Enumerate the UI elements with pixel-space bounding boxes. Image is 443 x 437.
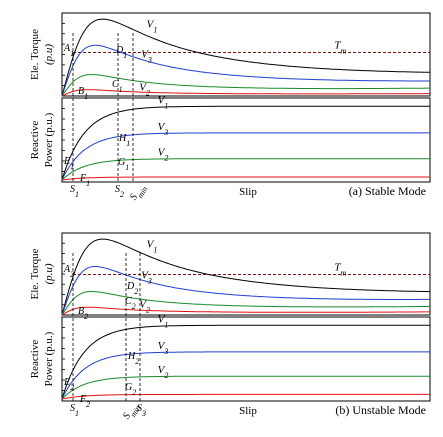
power-point-label: E1 (63, 156, 74, 171)
torque-point-label: A1 (63, 43, 74, 58)
reference-torque-label: Tm (334, 261, 346, 277)
power-point-label: F2 (79, 394, 90, 409)
torque-curve-label: V2 (139, 82, 150, 98)
slip-marker-label: S1 (70, 184, 79, 199)
slip-marker-label: S1 (70, 403, 79, 418)
power-curve (61, 158, 430, 181)
torque-curve (61, 89, 430, 97)
torque-point-label: C1 (112, 79, 123, 94)
torque-curve-label: V2 (139, 299, 150, 315)
reference-torque-label: Tm (334, 40, 346, 56)
power-axis-unit: Power (p.u.) (43, 112, 55, 167)
power-axis-unit: Power (p.u.) (43, 331, 55, 386)
torque-point-label: D2 (126, 281, 138, 296)
power-point-label: F1 (79, 173, 90, 188)
torque-curve-label: V3 (141, 270, 152, 286)
torque-point-label: B1 (78, 86, 88, 101)
power-curve (61, 176, 430, 181)
torque-curve (61, 306, 430, 316)
power-curve (61, 393, 430, 400)
x-axis-label: Slip (239, 186, 257, 198)
power-curve (61, 351, 430, 400)
slip-marker-label: S3 (137, 403, 146, 418)
power-plot-frame (61, 97, 431, 183)
power-curve (61, 375, 430, 400)
torque-axis-unit: (p.u) (43, 263, 55, 284)
power-curve (61, 324, 430, 400)
torque-axis-unit: (p.u) (43, 44, 55, 65)
torque-point-label: B2 (78, 306, 88, 321)
torque-point-label: D1 (115, 45, 127, 60)
x-axis-label: Slip (239, 405, 257, 417)
slip-marker-label: Smin (128, 182, 149, 204)
torque-curve-label: V3 (141, 48, 152, 64)
torque-curve (61, 44, 430, 97)
slip-marker-label: S2 (115, 184, 124, 199)
torque-curve-label: V1 (147, 238, 158, 254)
power-point-label: H1 (118, 133, 130, 148)
torque-curve-label: V1 (147, 18, 158, 34)
power-curve-label: V1 (158, 313, 169, 329)
panel-caption: (b) Unstable Mode (335, 403, 426, 417)
panel-caption: (a) Stable Mode (349, 184, 426, 198)
power-curve-label: V3 (158, 340, 169, 356)
torque-curve (61, 291, 430, 316)
power-curve-label: V2 (158, 364, 169, 380)
power-plot-frame (61, 316, 431, 402)
torque-curve (61, 18, 430, 97)
power-point-label: H2 (127, 351, 139, 366)
torque-point-label: A2 (63, 264, 74, 279)
power-curve-label: V3 (158, 121, 169, 137)
power-point-label: E2 (63, 377, 74, 392)
torque-axis-label: Ele. Torque (29, 29, 41, 80)
torque-curve (61, 266, 430, 316)
torque-axis-label: Ele. Torque (29, 248, 41, 299)
power-curve (61, 132, 430, 181)
power-point-label: G2 (125, 382, 136, 397)
power-axis-label: Reactive (29, 121, 41, 160)
torque-curve (61, 238, 430, 316)
power-curve-label: V2 (158, 147, 169, 163)
torque-point-label: C2 (125, 296, 136, 311)
torque-curve (61, 74, 430, 97)
power-point-label: G1 (118, 157, 129, 172)
power-curve (61, 105, 430, 181)
power-curve-label: V1 (158, 94, 169, 110)
power-axis-label: Reactive (29, 340, 41, 379)
